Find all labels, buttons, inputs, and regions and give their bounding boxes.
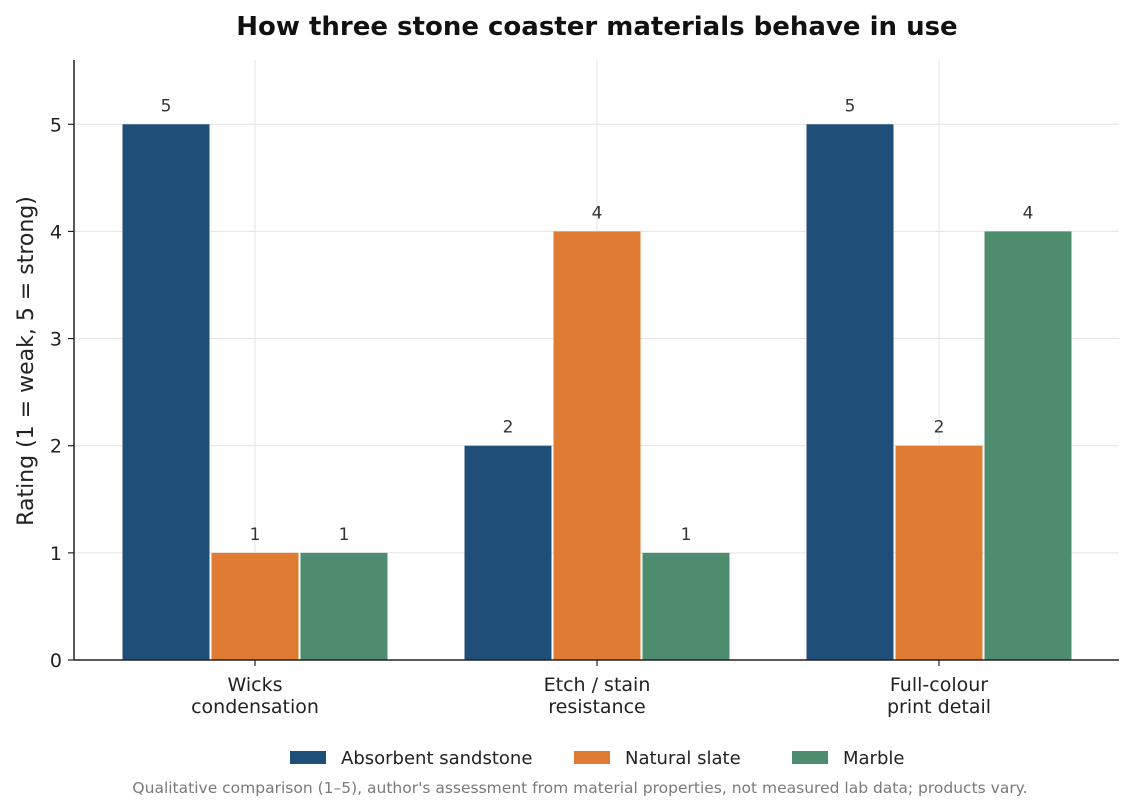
y-tick-label: 5 bbox=[50, 114, 62, 136]
data-label: 4 bbox=[1023, 203, 1034, 223]
bar bbox=[300, 552, 388, 660]
y-axis-label: Rating (1 = weak, 5 = strong) bbox=[14, 196, 39, 526]
data-label: 2 bbox=[503, 418, 514, 438]
y-tick-label: 0 bbox=[50, 650, 62, 672]
x-tick-label: Etch / stain resistance bbox=[544, 674, 651, 718]
legend-label: Natural slate bbox=[625, 748, 741, 769]
bar bbox=[642, 552, 730, 660]
footnote: Qualitative comparison (1–5), author's a… bbox=[132, 779, 1027, 797]
data-label: 2 bbox=[934, 418, 945, 438]
y-tick-label: 3 bbox=[50, 329, 62, 351]
legend-label: Marble bbox=[843, 748, 904, 769]
legend-swatch bbox=[290, 751, 326, 764]
data-labels: 5 1 1 2 4 1 5 2 4 bbox=[161, 96, 1034, 545]
legend: Absorbent sandstone Natural slate Marble bbox=[290, 748, 904, 769]
data-label: 1 bbox=[681, 525, 692, 545]
data-label: 4 bbox=[592, 203, 603, 223]
bar bbox=[122, 124, 210, 661]
y-tick-label: 4 bbox=[50, 221, 62, 243]
y-tick-label: 2 bbox=[50, 436, 62, 458]
bar bbox=[464, 445, 552, 660]
data-label: 5 bbox=[845, 96, 856, 116]
bar bbox=[895, 445, 983, 660]
legend-label: Absorbent sandstone bbox=[341, 748, 532, 769]
data-label: 5 bbox=[161, 96, 172, 116]
legend-swatch bbox=[574, 751, 610, 764]
bars bbox=[122, 124, 1072, 661]
x-ticks: Wicks condensation Etch / stain resistance F… bbox=[191, 660, 991, 718]
data-label: 1 bbox=[339, 525, 350, 545]
legend-swatch bbox=[792, 751, 828, 764]
bar bbox=[211, 552, 299, 660]
bar bbox=[553, 231, 641, 660]
x-tick-label: Full-colour print detail bbox=[887, 674, 991, 718]
chart-title: How three stone coaster materials behave… bbox=[236, 12, 957, 42]
y-ticks: 0 1 2 3 4 5 bbox=[50, 114, 74, 672]
x-tick-label: Wicks condensation bbox=[191, 674, 319, 718]
y-tick-label: 1 bbox=[50, 543, 62, 565]
bar bbox=[806, 124, 894, 661]
bar bbox=[984, 231, 1072, 660]
data-label: 1 bbox=[250, 525, 261, 545]
